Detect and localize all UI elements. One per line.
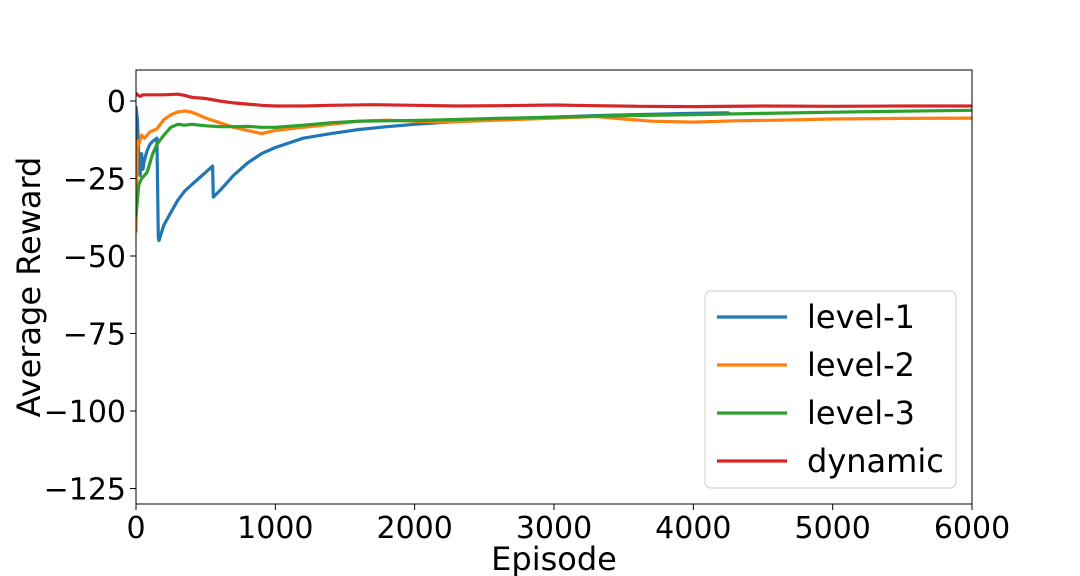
y-axis: 0 −25 −50 −75 −100 −125 xyxy=(44,85,136,508)
legend-label: level-2 xyxy=(807,346,915,384)
x-tick-label: 3000 xyxy=(516,511,592,546)
legend: level-1 level-2 level-3 dynamic xyxy=(704,290,957,489)
y-tick-label: 0 xyxy=(107,85,126,120)
series-line-dynamic xyxy=(136,91,972,109)
legend-box xyxy=(704,290,957,489)
series-line-level-3 xyxy=(136,108,972,218)
y-tick-label: −125 xyxy=(44,473,126,508)
series-line-level-2 xyxy=(136,109,972,233)
x-axis: 0 1000 2000 3000 4000 5000 6000 xyxy=(126,504,1010,546)
x-tick-label: 2000 xyxy=(376,511,452,546)
x-tick-label: 0 xyxy=(126,511,145,546)
y-tick-label: −50 xyxy=(63,240,126,275)
y-tick-label: −25 xyxy=(63,163,126,198)
x-axis-label: Episode xyxy=(491,540,617,576)
x-tick-label: 1000 xyxy=(237,511,313,546)
x-tick-label: 6000 xyxy=(934,511,1010,546)
legend-label: dynamic xyxy=(807,442,944,480)
legend-label: level-3 xyxy=(807,394,915,432)
y-tick-label: −75 xyxy=(63,318,126,353)
y-tick-label: −100 xyxy=(44,395,126,430)
legend-label: level-1 xyxy=(807,298,915,336)
x-tick-label: 5000 xyxy=(794,511,870,546)
x-tick-label: 4000 xyxy=(655,511,731,546)
series-layer xyxy=(136,91,972,243)
y-axis-label: Average Reward xyxy=(10,157,48,418)
